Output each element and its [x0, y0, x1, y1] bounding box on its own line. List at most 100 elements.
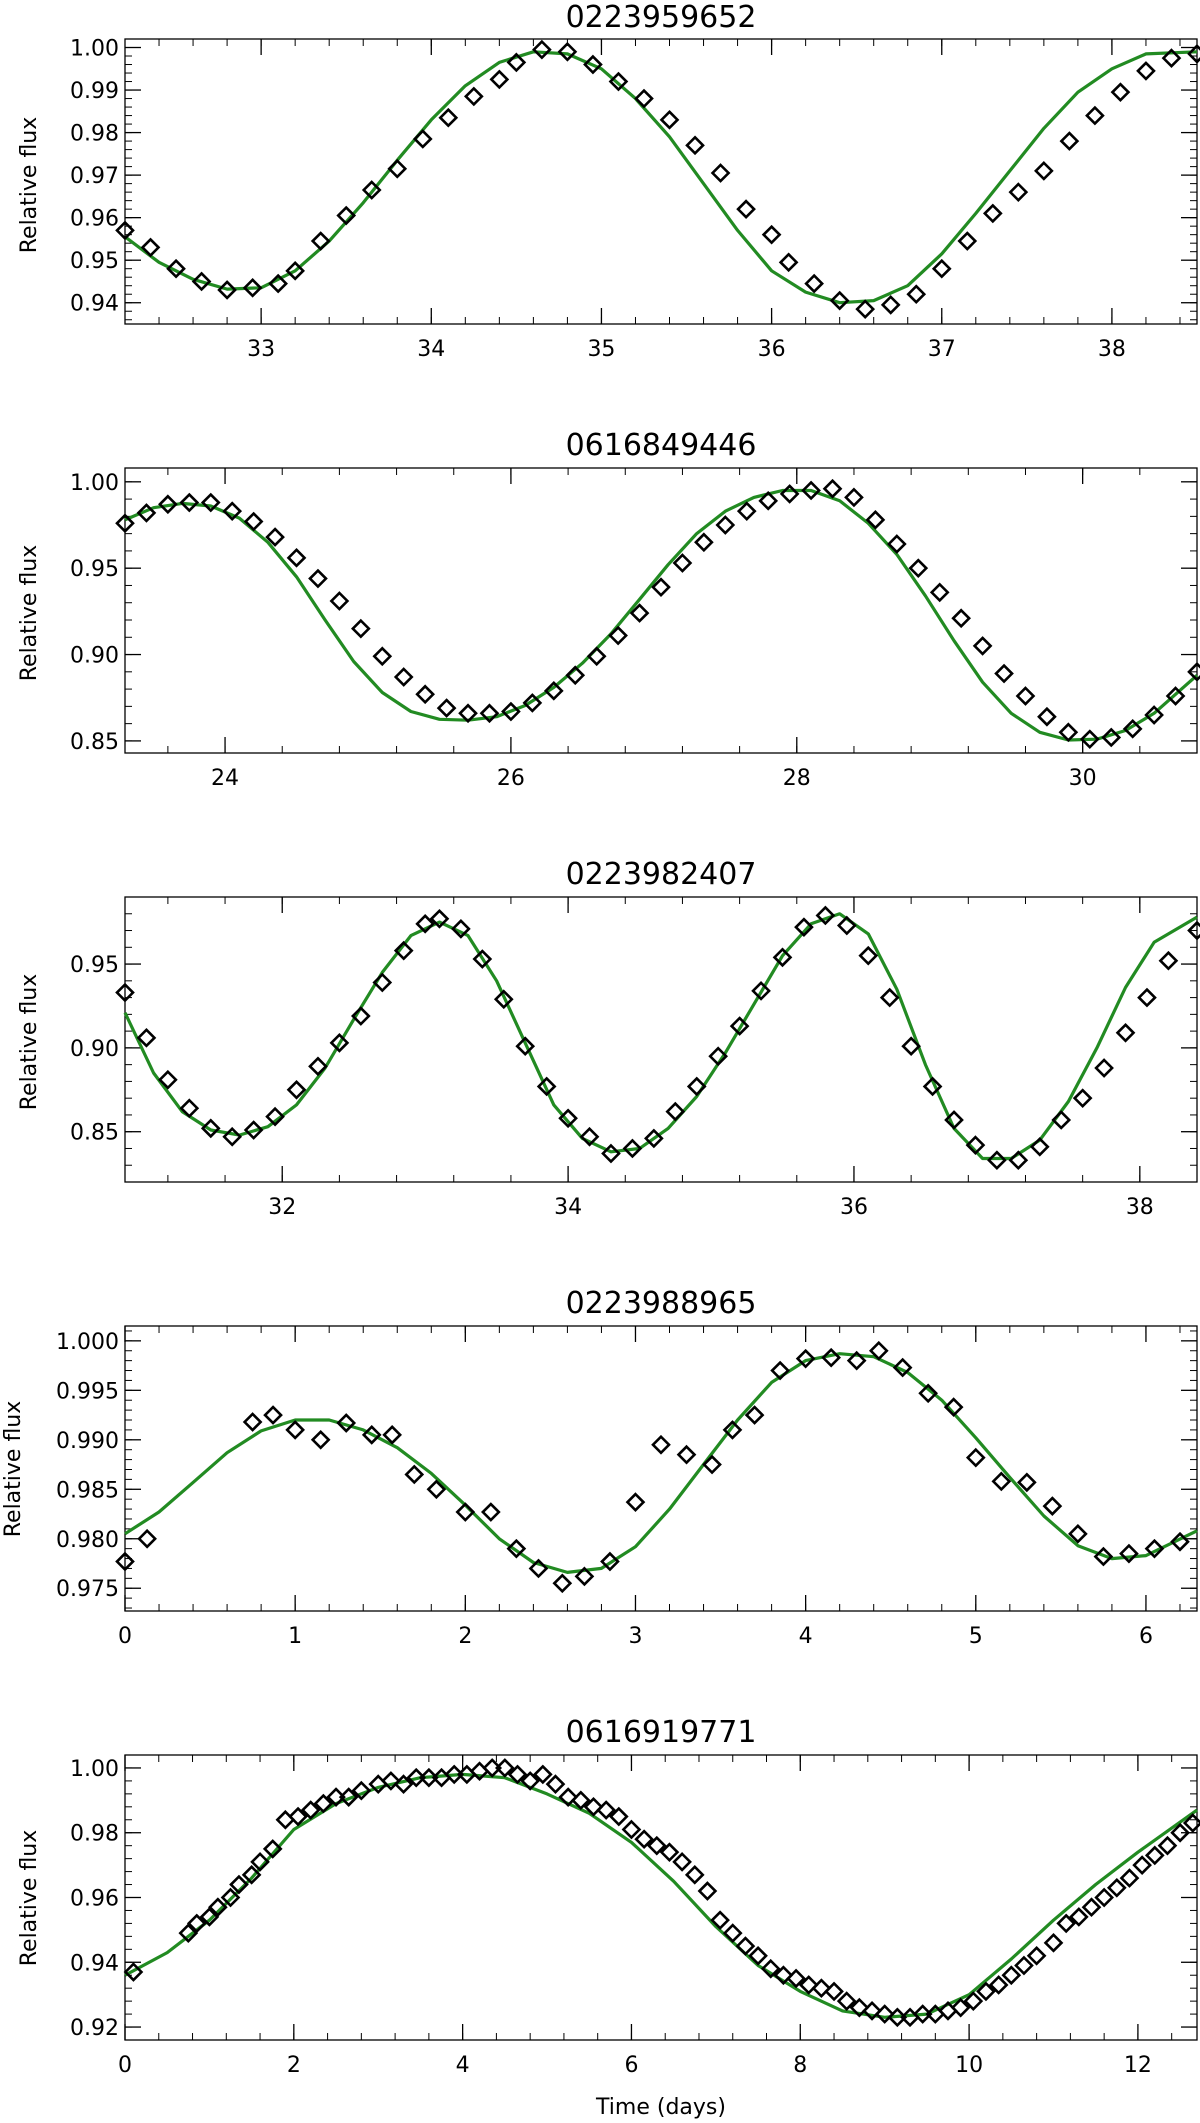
data-point — [957, 231, 978, 251]
plot-frame — [124, 1325, 1198, 1612]
data-point — [208, 1897, 228, 1918]
data-point — [520, 1771, 541, 1791]
data-point — [976, 1981, 996, 2002]
data-point — [178, 1923, 199, 1943]
data-point — [419, 1767, 439, 1788]
plot-frame — [124, 1754, 1198, 2041]
data-point — [1187, 661, 1200, 682]
data-point — [1056, 1913, 1077, 1934]
data-point — [570, 1790, 591, 1811]
data-point — [608, 71, 629, 92]
data-point — [798, 1975, 819, 1995]
data-point — [1144, 1538, 1165, 1559]
data-point — [646, 1835, 667, 1856]
data-point — [1058, 722, 1079, 743]
data-point — [988, 1975, 1009, 1995]
y-tick-label: 1.00 — [70, 1757, 119, 1782]
y-tick-label: 0.94 — [70, 1951, 119, 1976]
data-point — [836, 915, 857, 936]
data-point — [381, 1771, 401, 1791]
data-point — [137, 1528, 157, 1549]
fit-line — [124, 488, 1199, 742]
data-point — [1165, 686, 1186, 706]
data-point — [326, 1787, 346, 1807]
y-tick-label: 0.85 — [70, 730, 119, 755]
data-point — [308, 1056, 328, 1077]
data-point — [1068, 1907, 1089, 1927]
data-point — [1144, 705, 1164, 725]
x-tick-label: 2 — [458, 1624, 472, 1649]
data-point — [528, 1558, 549, 1579]
data-point — [313, 1793, 334, 1814]
data-point — [1170, 1822, 1190, 1843]
data-point — [892, 1357, 913, 1378]
data-point — [199, 1907, 220, 1927]
data-point — [622, 1138, 643, 1159]
x-tick-label: 37 — [928, 337, 956, 362]
x-tick-label: 6 — [624, 2053, 638, 2078]
data-point — [994, 663, 1014, 684]
data-point — [351, 1780, 372, 1801]
data-point — [436, 698, 457, 718]
data-point — [950, 1997, 971, 2018]
data-point — [963, 1991, 984, 2011]
x-tick-label: 0 — [118, 1624, 132, 1649]
data-point — [621, 1819, 642, 1840]
data-point — [136, 503, 157, 523]
data-point — [265, 527, 285, 547]
x-tick-label: 26 — [497, 766, 525, 791]
panel-0223988965: 0223988965 Relative flux 0.975 0.980 0.985… — [1, 1286, 1198, 1649]
data-point — [522, 693, 543, 713]
data-point — [684, 1864, 705, 1885]
fit-line — [124, 50, 1198, 305]
data-point — [217, 280, 237, 300]
x-tick-label: 5 — [969, 1624, 983, 1649]
plot-frame — [124, 896, 1198, 1183]
data-point — [922, 1076, 943, 1097]
data-point — [250, 1852, 270, 1872]
data-point — [822, 478, 843, 499]
y-axis-label: Relative flux — [17, 545, 42, 682]
data-point — [310, 231, 331, 251]
data-point — [758, 490, 779, 511]
data-point — [458, 703, 478, 724]
data-point — [543, 680, 564, 701]
y-tick-label: 0.96 — [70, 1887, 119, 1912]
data-point — [387, 158, 408, 179]
data-point — [1187, 44, 1200, 64]
data-point — [1008, 182, 1029, 202]
data-point — [972, 636, 993, 656]
y-tick-label: 0.95 — [70, 557, 119, 582]
x-tick-label: 24 — [211, 766, 239, 791]
data-point — [779, 484, 800, 504]
data-point — [265, 1106, 285, 1127]
data-point — [372, 646, 393, 667]
data-point — [846, 1350, 867, 1371]
data-point — [651, 1434, 671, 1455]
data-point — [596, 1800, 616, 1820]
y-tick-label: 0.97 — [70, 164, 119, 189]
x-tick-label: 33 — [247, 337, 275, 362]
data-point — [506, 52, 527, 73]
data-point — [558, 1787, 578, 1807]
data-point — [821, 1347, 841, 1368]
data-point — [415, 913, 435, 934]
data-point — [901, 1036, 921, 1057]
data-point — [222, 501, 243, 522]
y-tick-label: 0.985 — [56, 1478, 119, 1503]
x-tick-label: 32 — [268, 1195, 296, 1220]
x-tick-label: 28 — [783, 766, 811, 791]
data-point — [908, 558, 929, 579]
data-point — [855, 299, 876, 319]
data-point — [1008, 1150, 1029, 1171]
data-point — [601, 1143, 621, 1164]
data-point — [583, 1796, 604, 1817]
data-point — [906, 284, 927, 305]
y-tick-label: 0.975 — [56, 1577, 119, 1602]
data-point — [393, 1774, 414, 1794]
data-point — [136, 1027, 157, 1048]
data-point — [115, 513, 135, 534]
data-point — [361, 1425, 382, 1445]
data-point — [123, 1962, 144, 1982]
panel-0223982407: 0223982407 Relative flux 0.85 0.90 0.95 32 3… — [17, 857, 1200, 1220]
